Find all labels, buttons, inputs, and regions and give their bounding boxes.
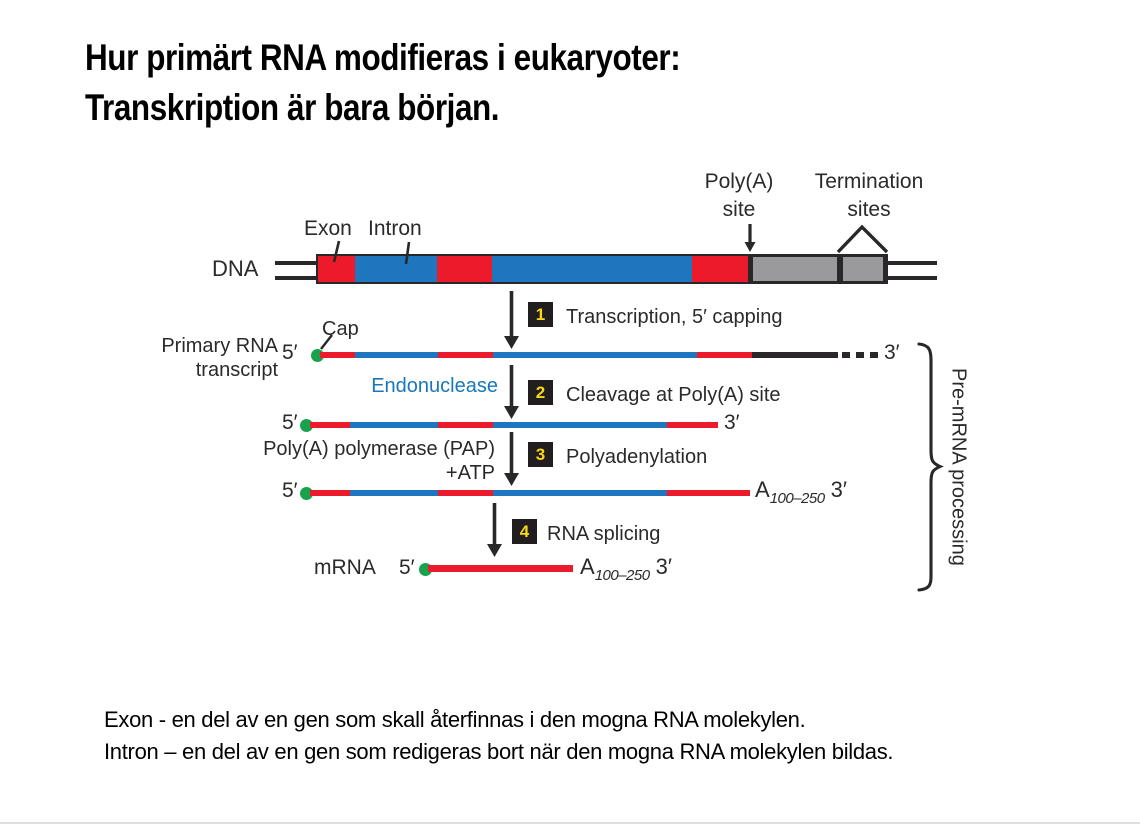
line3-polya-tail: A100–250 3′ bbox=[755, 477, 847, 507]
line2-intron2 bbox=[493, 422, 667, 428]
slide-title: Hur primärt RNA modifieras i eukaryoter:… bbox=[85, 33, 681, 133]
line1-three-prime: 3′ bbox=[884, 341, 900, 364]
line2-intron1 bbox=[350, 422, 438, 428]
step-3-label: Polyadenylation bbox=[566, 446, 708, 468]
dna-strand-right-top bbox=[886, 261, 937, 265]
step-1-arrowhead-icon bbox=[504, 336, 519, 349]
pap-label-line1: Poly(A) polymerase (PAP) bbox=[263, 438, 495, 460]
step-3-badge: 3 bbox=[528, 442, 553, 467]
line2-three-prime: 3′ bbox=[724, 411, 740, 434]
line1-exon3 bbox=[697, 352, 752, 358]
line3-polya-a: A bbox=[755, 477, 770, 502]
cap-label: Cap bbox=[322, 318, 359, 340]
primary-transcript-label-line2: transcript bbox=[195, 359, 278, 381]
exon-definition: Exon - en del av en gen som skall återfi… bbox=[104, 707, 806, 732]
dna-label: DNA bbox=[212, 256, 259, 281]
slide-title-line1: Hur primärt RNA modifieras i eukaryoter: bbox=[85, 37, 681, 78]
line3-intron1 bbox=[350, 490, 438, 496]
line1-intron2 bbox=[493, 352, 697, 358]
line2-exon3 bbox=[667, 422, 718, 428]
dna-gene-bar bbox=[316, 254, 750, 284]
dna-intron1-segment bbox=[355, 256, 437, 282]
line3-polya-count: 100–250 bbox=[769, 490, 825, 507]
dna-exon1-segment bbox=[318, 256, 355, 282]
mrna-polya-count: 100–250 bbox=[594, 567, 650, 584]
mrna-polya-tail: A100–250 3′ bbox=[580, 554, 672, 584]
termination-sites-label-line2: sites bbox=[847, 198, 891, 221]
step-3-arrowhead-icon bbox=[504, 473, 519, 486]
dna-strand-right-bottom bbox=[886, 276, 937, 280]
step-2-label: Cleavage at Poly(A) site bbox=[566, 384, 781, 406]
mrna-polya-a: A bbox=[580, 554, 595, 579]
polya-site-label-line1: Poly(A) bbox=[704, 170, 774, 193]
step-1-label: Transcription, 5′ capping bbox=[566, 306, 783, 328]
step-4-badge: 4 bbox=[512, 519, 537, 544]
dna-terminator-block2 bbox=[840, 254, 888, 284]
line1-readthrough bbox=[752, 352, 838, 358]
polya-site-arrowhead-icon bbox=[744, 242, 756, 252]
line3-cap-dot bbox=[300, 487, 313, 500]
termination-sites-caret bbox=[836, 224, 889, 254]
pre-mrna-processing-label: Pre-mRNA processing bbox=[947, 367, 970, 566]
line2-five-prime: 5′ bbox=[282, 411, 298, 434]
dna-exon3-segment bbox=[692, 256, 748, 282]
endonuclease-label: Endonuclease bbox=[371, 375, 498, 397]
line2-exon1 bbox=[310, 422, 350, 428]
primary-transcript-label: Primary RNA transcript bbox=[130, 334, 278, 382]
step-4-label: RNA splicing bbox=[547, 523, 661, 545]
mrna-three-prime: 3′ bbox=[655, 554, 672, 579]
step-2-badge: 2 bbox=[528, 380, 553, 405]
line2-exon2 bbox=[438, 422, 493, 428]
line1-exon2 bbox=[438, 352, 493, 358]
step-2-arrowhead-icon bbox=[504, 406, 519, 419]
definitions-text: Exon - en del av en gen som skall återfi… bbox=[104, 704, 894, 768]
primary-transcript-label-line1: Primary RNA bbox=[161, 335, 278, 357]
line3-three-prime: 3′ bbox=[830, 477, 847, 502]
dna-exon2-segment bbox=[437, 256, 492, 282]
mrna-five-prime: 5′ bbox=[399, 556, 415, 579]
line1-exon1 bbox=[320, 352, 355, 358]
intron-label: Intron bbox=[368, 217, 422, 240]
slide-bottom-edge bbox=[0, 822, 1140, 824]
dna-strand-left-bottom bbox=[275, 276, 316, 280]
dna-intron2-segment bbox=[492, 256, 692, 282]
intron-definition: Intron – en del av en gen som redigeras … bbox=[104, 739, 894, 764]
step-4-arrowhead-icon bbox=[487, 544, 502, 557]
termination-sites-label-line1: Termination bbox=[814, 170, 924, 193]
mrna-label: mRNA bbox=[314, 556, 376, 579]
exon-label: Exon bbox=[304, 217, 352, 240]
slide-title-line2: Transkription är bara början. bbox=[85, 87, 500, 128]
line3-exon1 bbox=[310, 490, 350, 496]
pap-label: Poly(A) polymerase (PAP) +ATP bbox=[255, 437, 495, 485]
pre-mrna-processing-bracket bbox=[917, 342, 944, 592]
line3-intron2 bbox=[493, 490, 667, 496]
step-1-badge: 1 bbox=[528, 302, 553, 327]
polya-site-label-line2: site bbox=[722, 198, 756, 221]
line1-intron1 bbox=[355, 352, 438, 358]
line2-cap-dot bbox=[300, 419, 313, 432]
line3-five-prime: 5′ bbox=[282, 479, 298, 502]
line3-exon3 bbox=[667, 490, 750, 496]
dna-terminator-block1 bbox=[750, 254, 840, 284]
line1-five-prime: 5′ bbox=[282, 341, 298, 364]
pap-label-line2: +ATP bbox=[445, 462, 495, 484]
line1-readthrough-dashes bbox=[842, 352, 880, 358]
mrna-exons bbox=[428, 565, 573, 572]
dna-strand-left-top bbox=[275, 261, 316, 265]
line3-exon2 bbox=[438, 490, 493, 496]
